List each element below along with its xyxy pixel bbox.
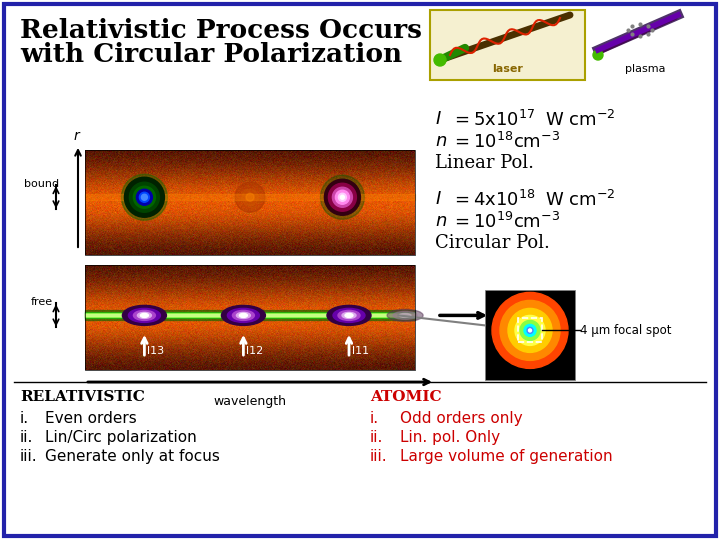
Circle shape <box>508 308 552 353</box>
Circle shape <box>320 176 364 219</box>
Text: $\mathit{n}$: $\mathit{n}$ <box>435 132 447 150</box>
Text: ii.: ii. <box>20 430 33 445</box>
Bar <box>85 314 415 316</box>
Text: $\mathrm{cm}^{-3}$: $\mathrm{cm}^{-3}$ <box>513 212 560 232</box>
Circle shape <box>341 195 344 199</box>
Text: iii.: iii. <box>20 449 37 464</box>
Text: wavelength: wavelength <box>214 395 287 408</box>
Circle shape <box>141 194 148 200</box>
FancyBboxPatch shape <box>4 4 716 536</box>
Circle shape <box>593 50 603 60</box>
Text: free: free <box>31 298 53 307</box>
Text: r: r <box>73 129 79 143</box>
Ellipse shape <box>128 308 161 322</box>
Bar <box>85 150 415 255</box>
Ellipse shape <box>233 310 254 320</box>
Bar <box>85 265 415 370</box>
Circle shape <box>336 190 349 204</box>
Circle shape <box>235 183 265 212</box>
Bar <box>85 310 415 320</box>
Text: Relativistic Process Occurs: Relativistic Process Occurs <box>20 18 422 43</box>
Text: Generate only at focus: Generate only at focus <box>45 449 220 464</box>
Circle shape <box>325 179 361 215</box>
Text: l13: l13 <box>148 346 165 356</box>
Text: RELATIVISTIC: RELATIVISTIC <box>20 390 145 404</box>
Circle shape <box>527 327 533 333</box>
Circle shape <box>130 183 159 212</box>
Ellipse shape <box>338 310 360 320</box>
Text: $\mathrm{cm}^{-3}$: $\mathrm{cm}^{-3}$ <box>513 132 560 152</box>
Text: $\mathit{I}$: $\mathit{I}$ <box>435 190 442 208</box>
Text: ATOMIC: ATOMIC <box>370 390 441 404</box>
Ellipse shape <box>222 306 266 326</box>
Circle shape <box>338 193 346 201</box>
Ellipse shape <box>345 313 353 318</box>
Text: Lin. pol. Only: Lin. pol. Only <box>400 430 500 445</box>
Bar <box>518 319 542 342</box>
Ellipse shape <box>122 306 166 326</box>
Text: with Circular Polarization: with Circular Polarization <box>20 42 402 67</box>
Ellipse shape <box>140 313 148 318</box>
Text: $= 4\mathrm{x}10^{18}$: $= 4\mathrm{x}10^{18}$ <box>451 190 536 210</box>
Text: ii.: ii. <box>370 430 383 445</box>
Bar <box>85 313 415 319</box>
Ellipse shape <box>399 313 411 318</box>
Text: i.: i. <box>370 411 379 426</box>
Ellipse shape <box>387 309 423 321</box>
Ellipse shape <box>327 306 371 326</box>
Text: $\mathit{I}$: $\mathit{I}$ <box>435 110 442 128</box>
Circle shape <box>434 54 446 66</box>
Circle shape <box>328 183 356 211</box>
Bar <box>85 194 415 200</box>
Ellipse shape <box>236 313 251 319</box>
Text: plasma: plasma <box>625 64 665 74</box>
Text: Even orders: Even orders <box>45 411 137 426</box>
Circle shape <box>492 292 568 368</box>
Circle shape <box>246 193 254 201</box>
Bar <box>85 313 415 318</box>
Text: i.: i. <box>20 411 29 426</box>
Ellipse shape <box>228 308 259 322</box>
Text: l11: l11 <box>352 346 369 356</box>
Ellipse shape <box>342 313 356 319</box>
Text: l12: l12 <box>246 346 264 356</box>
Bar <box>485 291 575 380</box>
Circle shape <box>515 315 545 346</box>
Circle shape <box>333 187 352 207</box>
Circle shape <box>133 186 156 208</box>
Text: $\mathrm{W\ cm}^{-2}$: $\mathrm{W\ cm}^{-2}$ <box>545 190 616 210</box>
Text: Odd orders only: Odd orders only <box>400 411 523 426</box>
Text: Large volume of generation: Large volume of generation <box>400 449 613 464</box>
Ellipse shape <box>138 313 151 319</box>
Circle shape <box>127 179 163 215</box>
Text: Lin/Circ polarization: Lin/Circ polarization <box>45 430 197 445</box>
Text: bound: bound <box>24 179 60 189</box>
Text: Circular Pol.: Circular Pol. <box>435 234 550 252</box>
Text: $\mathrm{W\ cm}^{-2}$: $\mathrm{W\ cm}^{-2}$ <box>545 110 616 130</box>
Text: $= 5\mathrm{x}10^{17}$: $= 5\mathrm{x}10^{17}$ <box>451 110 535 130</box>
Bar <box>430 10 585 80</box>
Circle shape <box>500 300 560 360</box>
Ellipse shape <box>239 313 248 318</box>
Circle shape <box>140 192 150 202</box>
Circle shape <box>325 179 361 215</box>
Ellipse shape <box>133 310 156 320</box>
Ellipse shape <box>393 312 417 319</box>
Text: iii.: iii. <box>370 449 387 464</box>
Circle shape <box>125 177 164 217</box>
Text: $= 10^{18}$: $= 10^{18}$ <box>451 132 513 152</box>
Circle shape <box>136 189 153 205</box>
Text: laser: laser <box>492 64 523 74</box>
Circle shape <box>242 189 258 205</box>
Text: 4 μm focal spot: 4 μm focal spot <box>580 324 672 337</box>
Circle shape <box>528 329 531 332</box>
Circle shape <box>520 320 540 340</box>
Circle shape <box>524 325 536 336</box>
Text: $\mathit{n}$: $\mathit{n}$ <box>435 212 447 230</box>
Text: Linear Pol.: Linear Pol. <box>435 154 534 172</box>
Ellipse shape <box>333 308 365 322</box>
Circle shape <box>122 174 167 220</box>
Text: $= 10^{19}$: $= 10^{19}$ <box>451 212 513 232</box>
